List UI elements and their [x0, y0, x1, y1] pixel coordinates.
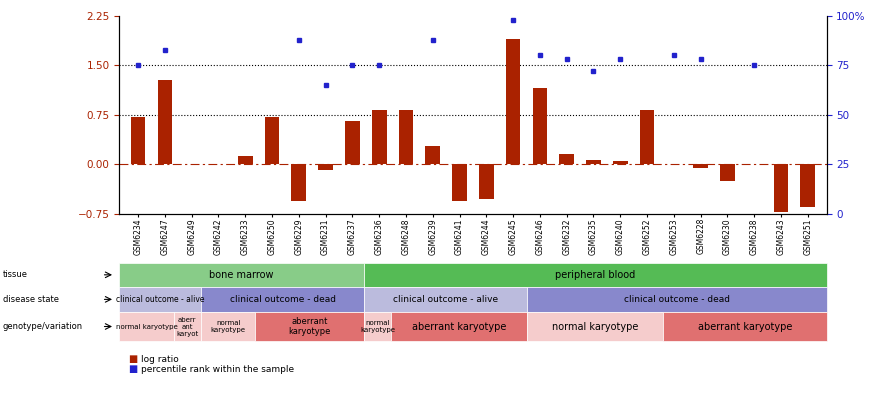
Bar [399, 110, 414, 164]
Bar [372, 110, 386, 164]
Text: aberr
ant
karyot: aberr ant karyot [176, 316, 199, 337]
Bar [586, 160, 601, 164]
Bar [720, 164, 735, 181]
Text: ■: ■ [128, 364, 137, 374]
Bar [453, 164, 467, 201]
Bar [157, 80, 172, 164]
Text: clinical outcome - dead: clinical outcome - dead [230, 295, 336, 304]
Bar [800, 164, 815, 207]
Bar [506, 39, 521, 164]
Text: aberrant
karyotype: aberrant karyotype [288, 317, 331, 336]
Bar [318, 164, 333, 169]
Text: bone marrow: bone marrow [210, 270, 274, 280]
Text: normal karyotype: normal karyotype [116, 324, 178, 329]
Text: log ratio: log ratio [141, 355, 179, 364]
Text: clinical outcome - alive: clinical outcome - alive [116, 295, 204, 304]
Bar [693, 164, 708, 168]
Bar [131, 117, 146, 164]
Text: ■: ■ [128, 354, 137, 364]
Bar [425, 146, 440, 164]
Bar [264, 117, 279, 164]
Text: percentile rank within the sample: percentile rank within the sample [141, 365, 294, 373]
Text: genotype/variation: genotype/variation [3, 322, 83, 331]
Bar [640, 110, 654, 164]
Text: peripheral blood: peripheral blood [555, 270, 636, 280]
Text: clinical outcome - alive: clinical outcome - alive [393, 295, 499, 304]
Bar [560, 154, 574, 164]
Bar [613, 161, 628, 164]
Text: normal
karyotype: normal karyotype [361, 320, 395, 333]
Bar [774, 164, 789, 212]
Bar [479, 164, 493, 199]
Text: disease state: disease state [3, 295, 58, 304]
Bar [292, 164, 306, 201]
Text: aberrant karyotype: aberrant karyotype [697, 322, 792, 331]
Text: normal
karyotype: normal karyotype [210, 320, 246, 333]
Text: normal karyotype: normal karyotype [552, 322, 638, 331]
Bar [238, 156, 253, 164]
Text: aberrant karyotype: aberrant karyotype [412, 322, 507, 331]
Bar [345, 122, 360, 164]
Text: clinical outcome - dead: clinical outcome - dead [624, 295, 730, 304]
Bar [532, 88, 547, 164]
Text: tissue: tissue [3, 270, 27, 279]
